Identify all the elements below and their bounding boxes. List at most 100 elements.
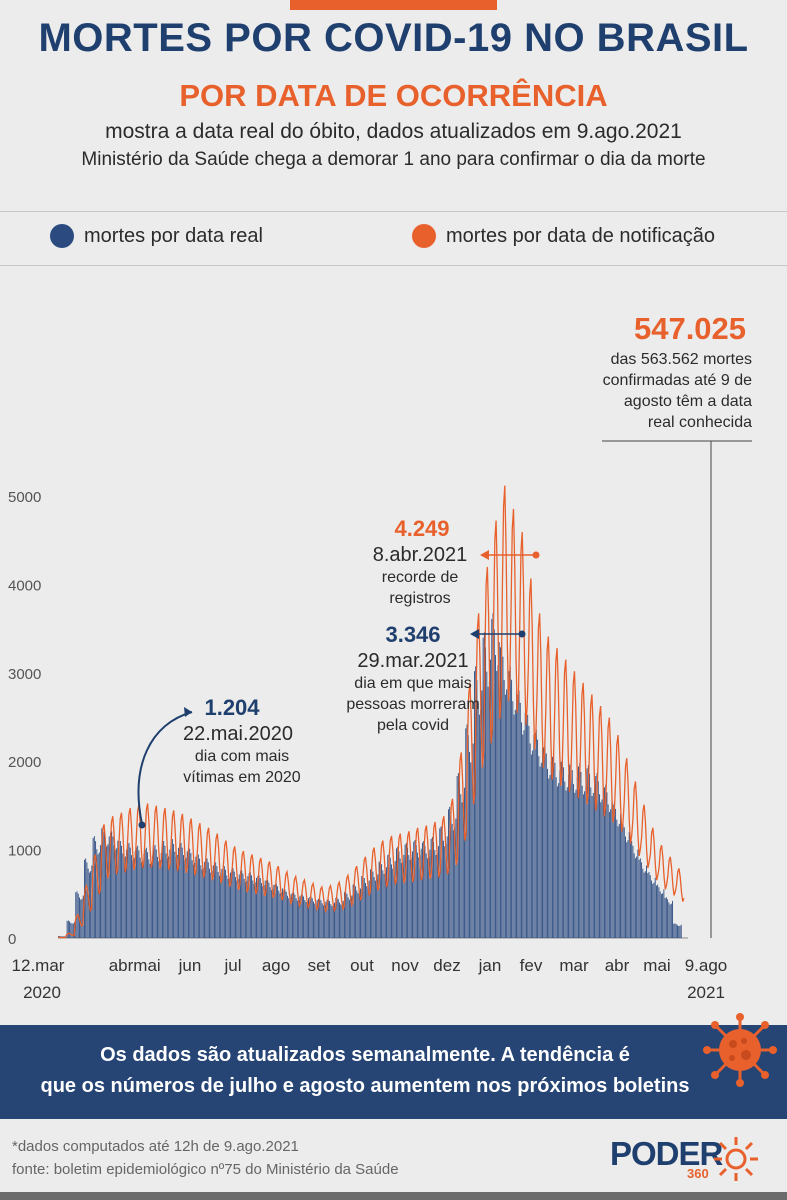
top-accent-bar [290, 0, 497, 10]
bar-real [422, 842, 423, 938]
bar-real [334, 902, 335, 938]
bar-real [511, 679, 513, 938]
bar-real [521, 722, 522, 938]
bar-real [399, 858, 401, 938]
bar-real [372, 871, 374, 938]
bar-real [418, 857, 420, 938]
total-note-line: confirmadas até 9 de [603, 372, 753, 389]
bar-real [586, 768, 588, 938]
bar-real [394, 861, 396, 938]
bar-real [153, 846, 155, 938]
bottom-strip [0, 1192, 787, 1200]
bar-real [237, 879, 239, 938]
y-tick-label: 1000 [8, 843, 41, 860]
bar-real [288, 898, 290, 938]
bar-real [382, 870, 384, 938]
annotation-record-dot [532, 551, 540, 559]
bar-real [71, 923, 73, 938]
bar-real [630, 842, 631, 938]
bar-real [113, 844, 115, 938]
bar-real [472, 743, 474, 938]
bar-real [578, 766, 579, 938]
bar-real [171, 839, 173, 938]
bar-real [170, 840, 172, 938]
bar-real [580, 771, 582, 938]
bar-real [98, 852, 100, 938]
bar-real [637, 849, 639, 938]
bar-real [450, 813, 452, 938]
bar-real [133, 858, 135, 938]
bar-real [139, 857, 141, 938]
bar-real [163, 840, 165, 938]
bar-real [207, 862, 209, 938]
bar-real [409, 859, 411, 938]
bar-real [631, 840, 633, 938]
bar-real [449, 807, 451, 938]
bar-real [191, 860, 193, 938]
bar-real [204, 861, 205, 938]
bar-real [675, 924, 677, 938]
bar-real [446, 836, 448, 938]
bar-real [294, 894, 296, 938]
bar-real [242, 873, 244, 938]
bar-real [555, 777, 557, 938]
bar-real [268, 882, 270, 938]
bar-real [228, 877, 230, 938]
bar-real [678, 926, 680, 938]
bar-real [230, 872, 231, 938]
bar-real [227, 878, 229, 938]
bar-real [101, 828, 103, 938]
bar-real [538, 756, 540, 938]
bar-real [616, 819, 618, 938]
bar-real [309, 897, 311, 938]
bar-real [236, 880, 238, 938]
x-tick-label: 9.ago [685, 956, 728, 975]
x-tick-label: ago [262, 956, 290, 975]
bar-real [647, 873, 649, 938]
bar-real [582, 794, 584, 938]
y-tick-label: 5000 [8, 489, 41, 506]
description-line-2: Ministério da Saúde chega a demorar 1 an… [81, 149, 706, 170]
bar-real [143, 854, 145, 938]
bar-real [615, 808, 617, 938]
bar-real [157, 856, 158, 938]
bar-real [119, 840, 121, 938]
bar-real [121, 845, 123, 938]
bar-real [183, 855, 184, 938]
y-tick-label: 2000 [8, 754, 41, 771]
bar-real [295, 898, 297, 938]
bar-real [266, 880, 267, 938]
legend-dot-real [50, 224, 74, 248]
bar-real [657, 884, 659, 938]
bar-real [351, 895, 353, 938]
bar-real [660, 894, 662, 938]
bar-real [190, 853, 192, 938]
bar-real [436, 853, 438, 938]
bar-real [132, 859, 134, 938]
bar-real [337, 899, 339, 938]
x-tick-label: jan [478, 956, 502, 975]
x-tick-label: abr [109, 956, 134, 975]
bar-real [652, 883, 654, 938]
bar-real [486, 671, 488, 938]
bar-real [605, 784, 607, 938]
bar-real [539, 766, 541, 938]
bar-real [142, 860, 144, 938]
bar-real [529, 743, 531, 938]
bar-real [366, 886, 368, 938]
bar-real [604, 787, 605, 938]
bar-real [256, 877, 257, 938]
bar-real [378, 861, 380, 938]
x-tick-label: nov [391, 956, 419, 975]
bar-real [595, 775, 597, 938]
bar-real [523, 730, 525, 938]
bar-real [617, 826, 619, 938]
bar-real [508, 671, 510, 938]
bar-real [610, 809, 612, 938]
bar-real [570, 761, 572, 938]
bar-real [389, 857, 391, 938]
bar-real [651, 880, 652, 938]
bar-real [282, 888, 283, 938]
bar-real [423, 840, 425, 938]
bar-real [129, 847, 131, 938]
